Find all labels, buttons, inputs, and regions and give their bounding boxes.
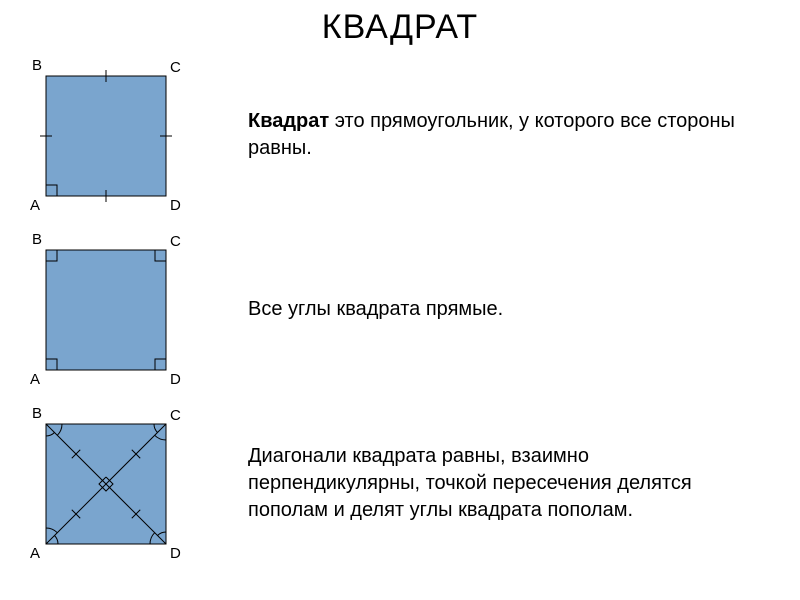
svg-text:B: B (32, 57, 42, 74)
square-diagram-1: B C A D (18, 51, 198, 219)
svg-text:C: C (170, 233, 181, 250)
square-diagram-2: B C A D (18, 225, 198, 393)
svg-text:B: B (32, 231, 42, 248)
svg-text:D: D (170, 371, 181, 388)
row-definition-1: B C A D Квадрат это прямоугольник, у которо… (18, 51, 800, 219)
svg-text:D: D (170, 197, 181, 214)
definition-3: Диагонали квадрата равны, взаимно перпен… (198, 443, 800, 524)
row-definition-3: B C A D Диагонали квадрата равны, взаимно п… (18, 399, 800, 567)
svg-text:A: A (30, 545, 40, 562)
def1-bold: Квадрат (248, 110, 329, 132)
svg-text:A: A (30, 197, 40, 214)
definition-2: Все углы квадрата прямые. (198, 296, 800, 323)
svg-text:B: B (32, 405, 42, 422)
content-area: B C A D Квадрат это прямоугольник, у которо… (0, 51, 800, 573)
svg-text:A: A (30, 371, 40, 388)
square-svg-1: B C A D (18, 51, 188, 219)
row-definition-2: B C A D Все углы квадрата прямые. (18, 225, 800, 393)
svg-text:C: C (170, 407, 181, 424)
square-svg-2: B C A D (18, 225, 188, 393)
page-title: КВАДРАТ (0, 0, 800, 51)
square-svg-3: B C A D (18, 399, 188, 567)
svg-text:D: D (170, 545, 181, 562)
svg-text:C: C (170, 59, 181, 76)
square-diagram-3: B C A D (18, 399, 198, 567)
definition-1: Квадрат это прямоугольник, у которого вс… (198, 108, 800, 162)
